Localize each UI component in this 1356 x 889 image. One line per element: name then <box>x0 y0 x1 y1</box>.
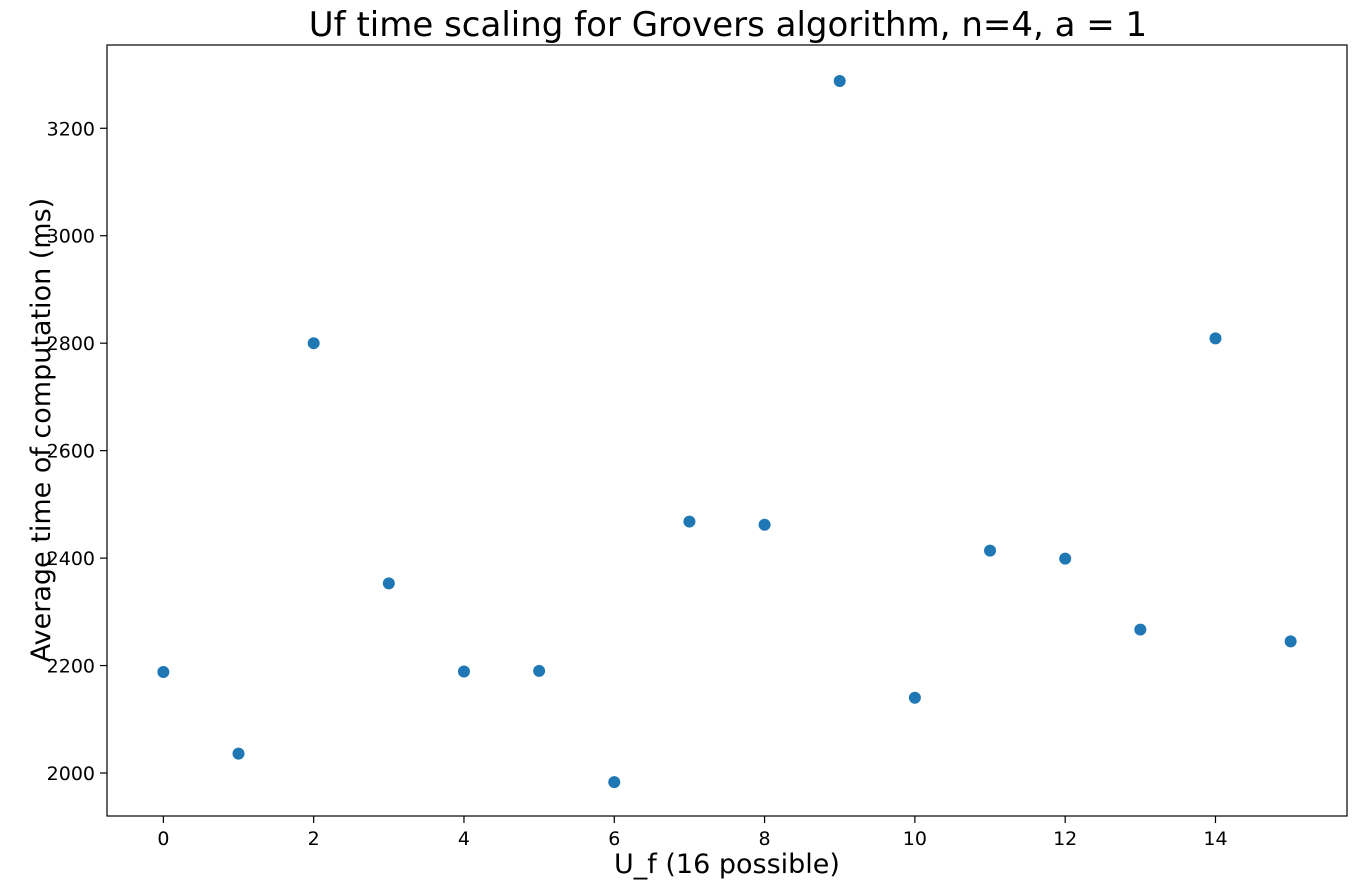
data-point <box>833 74 846 87</box>
x-tick-label: 4 <box>458 828 470 850</box>
x-tick-label: 6 <box>608 828 620 850</box>
x-tick-label: 0 <box>157 828 169 850</box>
data-point <box>683 515 696 528</box>
y-axis: 2000 2200 2400 2600 2800 3000 3200 <box>47 118 107 785</box>
y-tick-label: 2400 <box>47 548 95 570</box>
x-tick-label: 14 <box>1203 828 1227 850</box>
data-point <box>232 747 245 760</box>
x-tick-label: 8 <box>759 828 771 850</box>
y-tick-label: 2800 <box>47 333 95 355</box>
plot-frame <box>106 44 1348 817</box>
x-axis: 0 2 4 6 8 10 12 14 <box>157 816 1228 850</box>
data-point <box>608 776 621 789</box>
data-point <box>984 544 997 557</box>
y-tick-label: 2200 <box>47 656 95 678</box>
y-tick-label: 2000 <box>47 763 95 785</box>
x-axis-label: U_f (16 possible) <box>614 849 840 880</box>
data-point <box>908 691 921 704</box>
y-tick-label: 3000 <box>47 226 95 248</box>
x-tick-label: 2 <box>308 828 320 850</box>
y-tick-label: 2600 <box>47 441 95 463</box>
data-point <box>1134 623 1147 636</box>
data-point <box>1059 552 1072 565</box>
chart-title: Uf time scaling for Grovers algorithm, n… <box>309 5 1147 45</box>
data-point <box>1209 332 1222 345</box>
data-point <box>157 666 170 679</box>
data-points <box>157 74 1297 789</box>
data-point <box>457 665 470 678</box>
data-point <box>382 577 395 590</box>
x-tick-label: 12 <box>1053 828 1077 850</box>
data-point <box>758 518 771 531</box>
data-point <box>1284 635 1297 648</box>
x-tick-label: 10 <box>903 828 927 850</box>
data-point <box>307 337 320 350</box>
y-axis-label: Average time of computation (ms) <box>26 198 57 662</box>
y-tick-label: 3200 <box>47 118 95 140</box>
data-point <box>533 664 546 677</box>
